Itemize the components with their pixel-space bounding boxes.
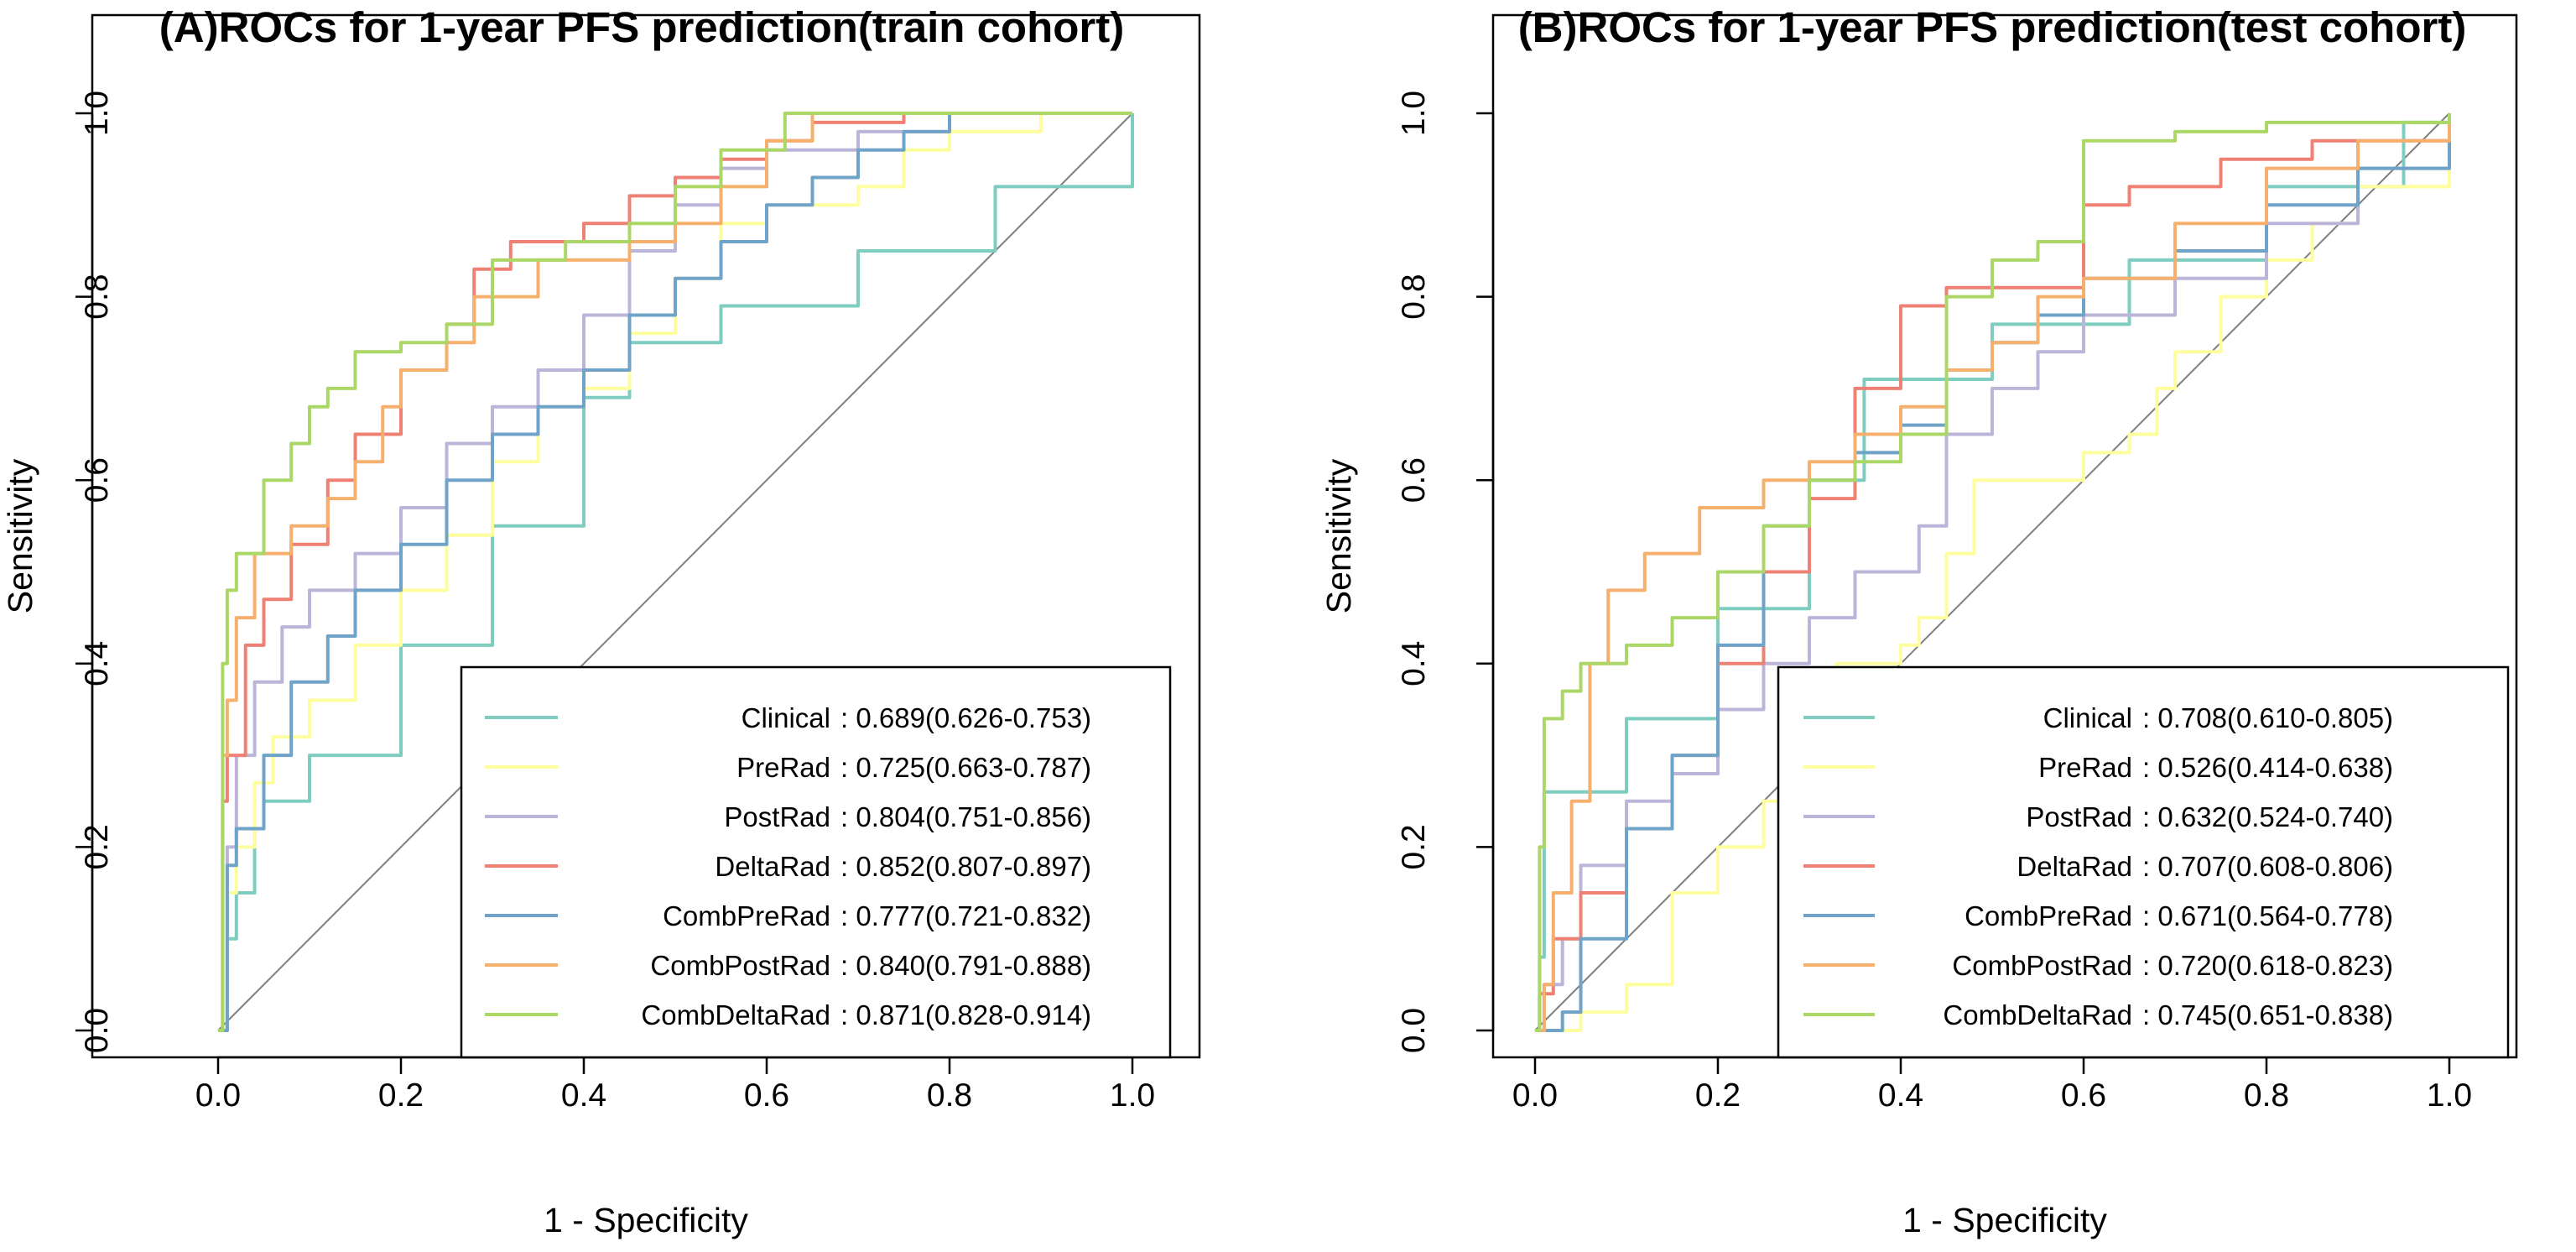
legend-label-postrad: PostRad — [724, 801, 830, 832]
legend-label-deltarad: DeltaRad — [2017, 851, 2132, 882]
legend-label-combdeltarad: CombDeltaRad — [1943, 999, 2132, 1030]
legend-auc-prerad: : 0.526(0.414-0.638) — [2142, 752, 2393, 783]
legend-auc-combprerad: : 0.671(0.564-0.778) — [2142, 900, 2393, 931]
x-tick-label: 0.4 — [1878, 1077, 1923, 1114]
roc-curve-clinical-train — [218, 113, 1134, 1032]
legend-auc-postrad: : 0.632(0.524-0.740) — [2142, 801, 2393, 832]
x-tick-label: 0.0 — [195, 1077, 241, 1114]
legend-label-combpostrad: CombPostRad — [650, 950, 830, 981]
legend-auc-deltarad: : 0.852(0.807-0.897) — [840, 851, 1091, 882]
y-tick-label: 0.8 — [1396, 274, 1432, 319]
roc-panel-train: (A)ROCs for 1-year PFS prediction(train … — [0, 0, 1283, 1252]
roc-curve-combpostrad-train — [218, 112, 1132, 1032]
reference-diagonal — [1534, 112, 2450, 1031]
chart-title: (B)ROCs for 1-year PFS prediction(test c… — [1518, 3, 2467, 51]
y-tick-label: 0.0 — [1396, 1008, 1432, 1053]
y-tick-label: 0.6 — [79, 457, 115, 503]
y-tick-label: 0.2 — [79, 824, 115, 869]
y-tick-label: 0.8 — [79, 274, 115, 319]
roc-curve-combdeltarad-train — [218, 112, 1132, 1032]
x-tick-label: 0.2 — [1695, 1077, 1741, 1114]
legend-auc-combpostrad: : 0.720(0.618-0.823) — [2142, 950, 2393, 981]
reference-diagonal — [217, 112, 1133, 1031]
legend-auc-combprerad: : 0.777(0.721-0.832) — [840, 900, 1091, 931]
legend-auc-deltarad: : 0.707(0.608-0.806) — [2142, 851, 2393, 882]
legend-auc-postrad: : 0.804(0.751-0.856) — [840, 801, 1091, 832]
legend-label-clinical: Clinical — [2043, 702, 2132, 733]
y-tick-label: 0.4 — [1396, 641, 1432, 686]
y-tick-label: 0.6 — [1396, 457, 1432, 503]
y-tick-label: 1.0 — [1396, 91, 1432, 136]
legend-label-deltarad: DeltaRad — [715, 851, 830, 882]
x-axis-title: 1 - Specificity — [544, 1201, 748, 1239]
y-tick-label: 0.2 — [1396, 824, 1432, 869]
legend-auc-combdeltarad: : 0.745(0.651-0.838) — [2142, 999, 2393, 1030]
legend-label-combpostrad: CombPostRad — [1952, 950, 2132, 981]
roc-curve-deltarad-test — [1535, 113, 2451, 1032]
x-tick-label: 0.6 — [2061, 1077, 2106, 1114]
legend-label-combprerad: CombPreRad — [1965, 900, 2132, 931]
legend-auc-clinical: : 0.708(0.610-0.805) — [2142, 702, 2393, 733]
x-tick-label: 0.6 — [744, 1077, 789, 1114]
y-tick-label: 0.4 — [79, 641, 115, 686]
legend-label-clinical: Clinical — [742, 702, 830, 733]
legend-label-prerad: PreRad — [736, 752, 830, 783]
legend-label-postrad: PostRad — [2026, 801, 2132, 832]
chart-title: (A)ROCs for 1-year PFS prediction(train … — [159, 3, 1124, 51]
y-tick-label: 1.0 — [79, 91, 115, 136]
x-axis-title: 1 - Specificity — [1902, 1201, 2107, 1239]
roc-panel-test: (B)ROCs for 1-year PFS prediction(test c… — [1292, 0, 2576, 1252]
legend-auc-combpostrad: : 0.840(0.791-0.888) — [840, 950, 1091, 981]
roc-chart-test: (B)ROCs for 1-year PFS prediction(test c… — [1319, 3, 2518, 1239]
y-axis-title: Sensitivity — [1319, 458, 1358, 613]
x-tick-label: 1.0 — [1110, 1077, 1155, 1114]
x-tick-label: 0.0 — [1512, 1077, 1558, 1114]
legend-label-combprerad: CombPreRad — [663, 900, 830, 931]
roc-curve-combprerad-train — [218, 112, 1132, 1032]
roc-chart-train: (A)ROCs for 1-year PFS prediction(train … — [1, 3, 1201, 1239]
y-axis-title: Sensitivity — [1, 458, 39, 613]
y-tick-label: 0.0 — [79, 1008, 115, 1053]
legend-auc-clinical: : 0.689(0.626-0.753) — [840, 702, 1091, 733]
x-tick-label: 0.2 — [378, 1077, 424, 1114]
legend-auc-prerad: : 0.725(0.663-0.787) — [840, 752, 1091, 783]
legend-label-combdeltarad: CombDeltaRad — [641, 999, 830, 1030]
x-tick-label: 1.0 — [2427, 1077, 2472, 1114]
x-tick-label: 0.8 — [2244, 1077, 2289, 1114]
x-tick-label: 0.4 — [561, 1077, 606, 1114]
legend-box — [460, 665, 1172, 1059]
x-tick-label: 0.8 — [927, 1077, 972, 1114]
legend-label-prerad: PreRad — [2038, 752, 2132, 783]
legend-auc-combdeltarad: : 0.871(0.828-0.914) — [840, 999, 1091, 1030]
roc-curve-prerad-test — [1535, 113, 2451, 1032]
roc-curve-combdeltarad-test — [1535, 113, 2451, 1032]
legend-box — [1777, 665, 2510, 1059]
